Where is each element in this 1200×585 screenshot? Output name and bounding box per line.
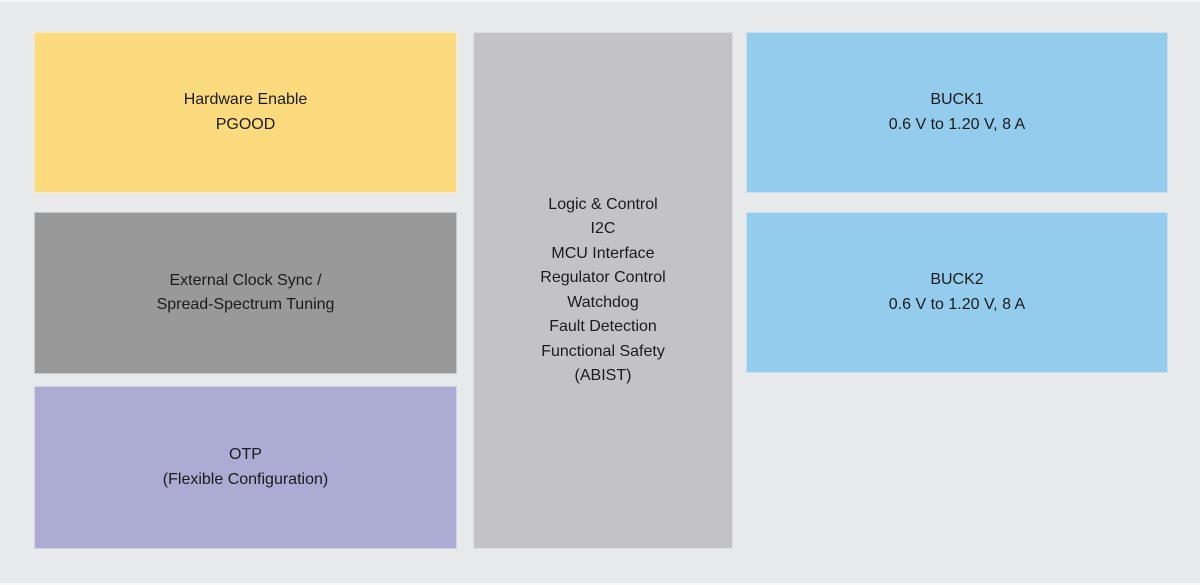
block-logic-and-control: Logic & Control I2C MCU Interface Regula… <box>473 32 733 549</box>
block-label-line: 0.6 V to 1.20 V, 8 A <box>888 115 1026 133</box>
block-label-line: Watchdog <box>567 293 639 311</box>
block-label-line: 0.6 V to 1.20 V, 8 A <box>888 295 1026 313</box>
block-label-line: BUCK2 <box>930 271 984 288</box>
block-label-line: Fault Detection <box>549 318 657 335</box>
block-label-line: (ABIST) <box>574 367 632 384</box>
block-label-line: Spread-Spectrum Tuning <box>156 296 335 313</box>
top-edge-divider <box>0 0 1200 2</box>
block-external-clock-sync: External Clock Sync / Spread-Spectrum Tu… <box>34 212 457 374</box>
block-buck1: BUCK1 0.6 V to 1.20 V, 8 A <box>746 32 1168 193</box>
block-hardware-enable-pgood: Hardware Enable PGOOD <box>34 32 457 193</box>
block-label-line: BUCK1 <box>930 91 984 108</box>
block-label-line: Hardware Enable <box>183 91 308 108</box>
block-label-line: Functional Safety <box>541 342 665 360</box>
block-label-line: Regulator Control <box>540 269 666 286</box>
block-label-line: I2C <box>590 220 616 237</box>
block-label-line: MCU Interface <box>551 244 655 262</box>
bottom-edge-divider <box>0 583 1200 585</box>
block-label-line: External Clock Sync / <box>169 271 322 289</box>
block-label-line: PGOOD <box>215 115 276 133</box>
block-label-line: Logic & Control <box>548 195 658 213</box>
block-otp: OTP (Flexible Configuration) <box>34 386 457 549</box>
block-buck2: BUCK2 0.6 V to 1.20 V, 8 A <box>746 212 1168 373</box>
block-label-line: (Flexible Configuration) <box>162 470 329 488</box>
block-label-line: OTP <box>229 446 262 463</box>
